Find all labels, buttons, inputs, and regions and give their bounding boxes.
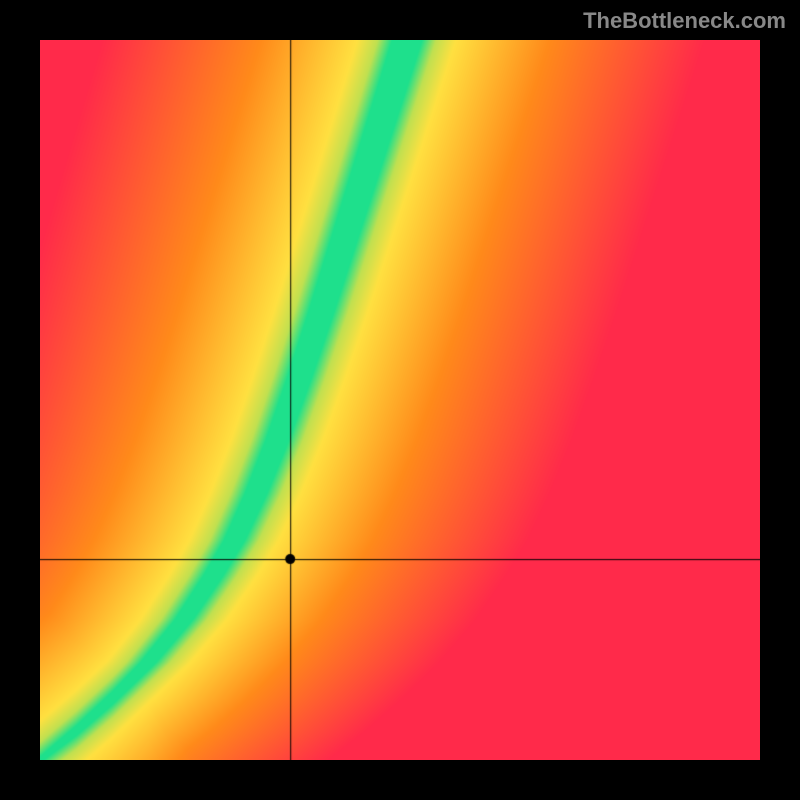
overlay-canvas [40, 40, 760, 760]
watermark-text: TheBottleneck.com [583, 8, 786, 34]
bottleneck-heatmap [40, 40, 760, 760]
